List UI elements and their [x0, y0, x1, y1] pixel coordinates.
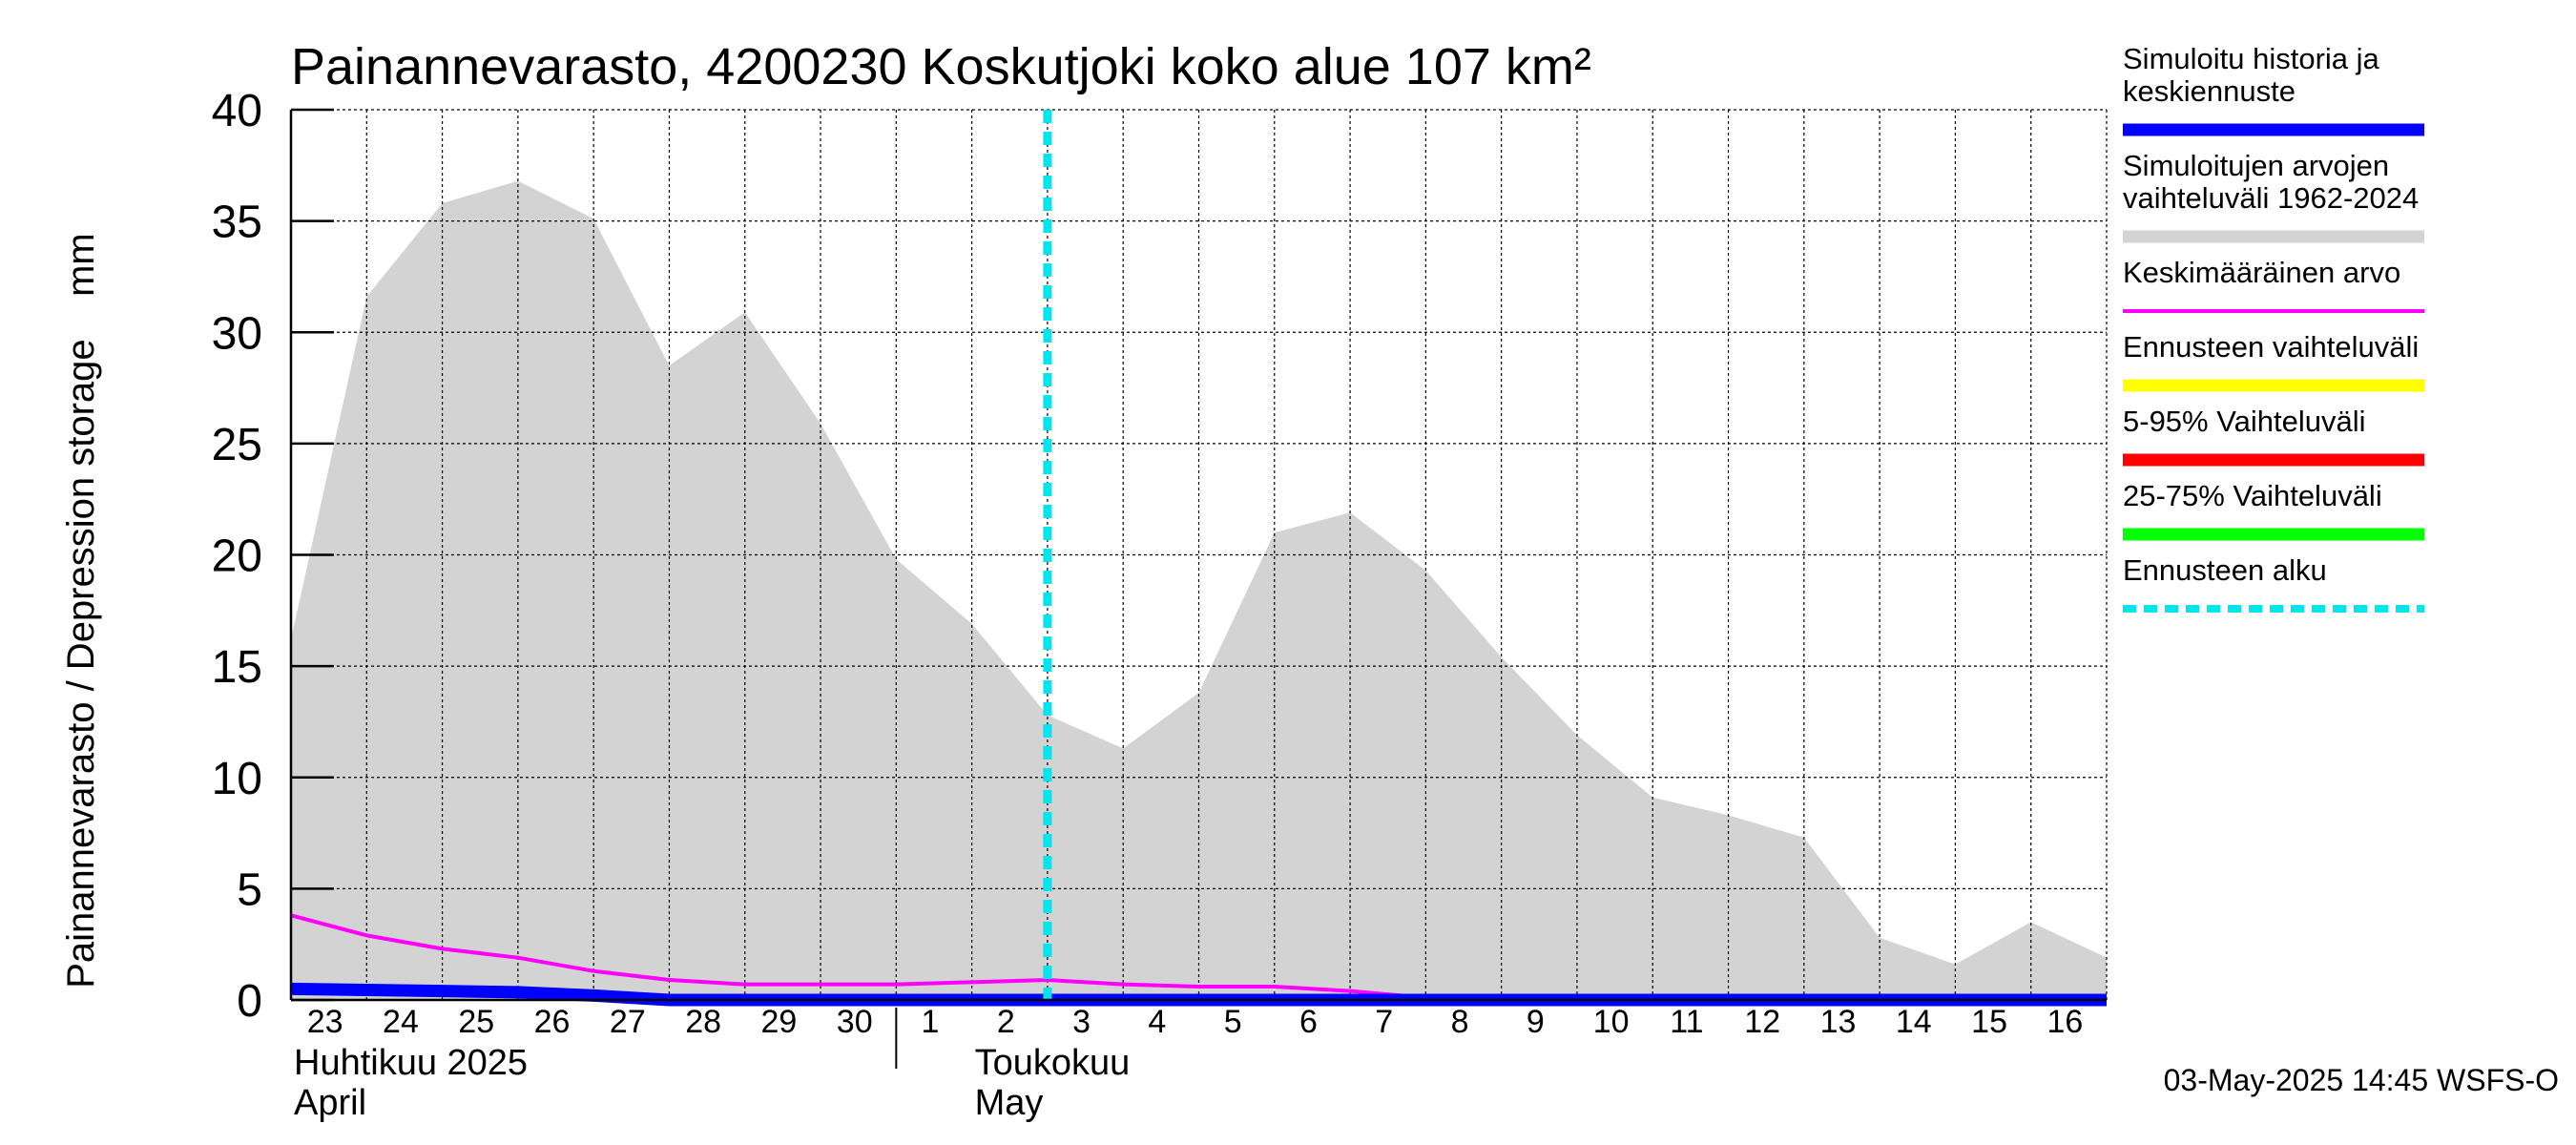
timestamp: 03-May-2025 14:45 WSFS-O: [2164, 1063, 2559, 1097]
y-tick-label: 25: [212, 420, 262, 470]
x-tick-label: 3: [1072, 1004, 1091, 1040]
x-tick-label: 16: [2046, 1004, 2083, 1040]
month-label-en: May: [975, 1083, 1044, 1123]
x-tick-label: 30: [837, 1004, 873, 1040]
x-tick-label: 2: [997, 1004, 1015, 1040]
x-tick-label: 28: [685, 1004, 721, 1040]
x-tick-label: 1: [922, 1004, 940, 1040]
legend-label: Keskimääräinen arvo: [2123, 256, 2400, 289]
legend-label: 5-95% Vaihteluväli: [2123, 405, 2365, 438]
y-tick-label: 10: [212, 754, 262, 804]
y-tick-label: 15: [212, 642, 262, 693]
x-tick-label: 11: [1670, 1004, 1703, 1040]
y-tick-label: 5: [237, 864, 262, 915]
x-tick-label: 8: [1451, 1004, 1469, 1040]
x-tick-label: 27: [610, 1004, 646, 1040]
y-tick-label: 35: [212, 198, 262, 248]
legend-label: Simuloitu historia ja: [2123, 42, 2380, 75]
legend-label: vaihteluväli 1962-2024: [2123, 181, 2419, 215]
x-tick-label: 15: [1971, 1004, 2007, 1040]
legend-label: keskiennuste: [2123, 74, 2296, 108]
x-tick-label: 4: [1148, 1004, 1166, 1040]
x-tick-label: 29: [761, 1004, 798, 1040]
y-tick-label: 30: [212, 308, 262, 359]
grid-layer: [291, 109, 2108, 1000]
y-tick-label: 20: [212, 531, 262, 582]
y-tick-label: 40: [212, 86, 262, 136]
y-tick-label: 0: [237, 976, 262, 1027]
legend-label: 25-75% Vaihteluväli: [2123, 479, 2382, 512]
x-tick-label: 25: [458, 1004, 494, 1040]
x-tick-label: 14: [1896, 1004, 1932, 1040]
x-tick-label: 10: [1593, 1004, 1630, 1040]
legend-label: Simuloitujen arvojen: [2123, 149, 2389, 182]
chart-title: Painannevarasto, 4200230 Koskutjoki koko…: [291, 38, 1591, 95]
legend-label: Ennusteen alku: [2123, 553, 2327, 587]
legend-label: Ennusteen vaihteluväli: [2123, 330, 2419, 364]
month-label-en: April: [294, 1083, 366, 1123]
x-tick-label: 12: [1744, 1004, 1780, 1040]
month-label-fi: Huhtikuu 2025: [294, 1043, 528, 1083]
x-tick-label: 6: [1299, 1004, 1318, 1040]
month-label-fi: Toukokuu: [975, 1043, 1131, 1083]
x-tick-label: 26: [534, 1004, 571, 1040]
x-tick-label: 23: [307, 1004, 343, 1040]
x-tick-label: 13: [1820, 1004, 1857, 1040]
y-axis-label: Painannevarasto / Depression storage mm: [60, 233, 102, 989]
x-tick-label: 24: [383, 1004, 419, 1040]
x-tick-label: 5: [1224, 1004, 1242, 1040]
x-tick-label: 9: [1527, 1004, 1545, 1040]
x-tick-label: 7: [1375, 1004, 1393, 1040]
